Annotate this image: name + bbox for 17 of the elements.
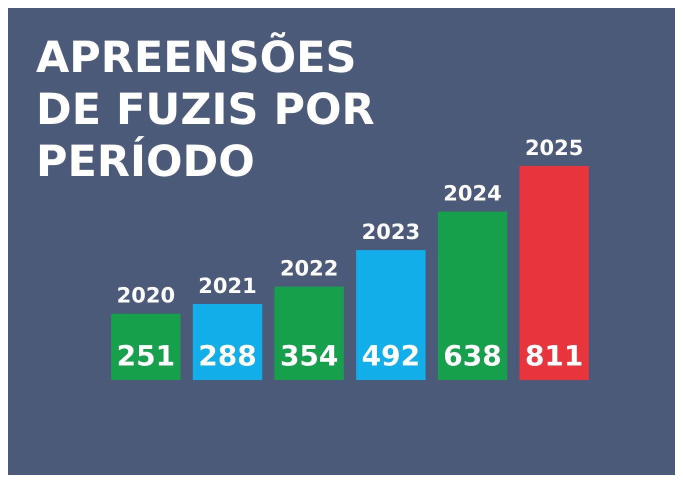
bar <box>356 250 426 380</box>
data-label: 251 <box>116 339 176 372</box>
x-tick-label: 2020 <box>116 284 176 308</box>
x-tick-label: 2023 <box>362 220 420 244</box>
bar <box>519 166 589 380</box>
x-tick-label: 2025 <box>524 136 584 160</box>
bar <box>438 212 508 380</box>
data-label: 492 <box>362 339 420 372</box>
data-label: 354 <box>280 339 338 372</box>
chart-title: APREENSÕES DE FUZIS POR PERÍODO <box>36 32 376 188</box>
x-tick-label: 2024 <box>443 182 502 206</box>
bar <box>274 286 344 380</box>
data-label: 288 <box>198 339 257 372</box>
data-label: 811 <box>524 339 584 372</box>
x-tick-label: 2021 <box>198 274 257 298</box>
data-label: 638 <box>443 339 502 372</box>
x-tick-label: 2022 <box>280 256 338 281</box>
